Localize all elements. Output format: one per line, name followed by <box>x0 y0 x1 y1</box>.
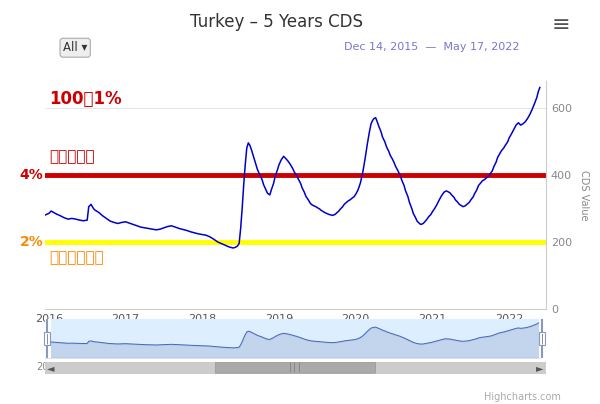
Text: 4%: 4% <box>20 168 43 182</box>
Text: 危険ライン: 危険ライン <box>49 149 94 164</box>
Text: Turkey – 5 Years CDS: Turkey – 5 Years CDS <box>190 13 362 31</box>
Text: Dec 14, 2015  —  May 17, 2022: Dec 14, 2015 — May 17, 2022 <box>344 42 520 53</box>
Text: Highcharts.com: Highcharts.com <box>484 392 561 402</box>
Text: |: | <box>46 333 49 343</box>
Text: |: | <box>541 333 544 343</box>
Text: │││: │││ <box>288 363 303 372</box>
Text: ≡: ≡ <box>551 15 571 36</box>
Text: All ▾: All ▾ <box>63 41 88 54</box>
Text: 要注意ライン: 要注意ライン <box>49 250 104 265</box>
Text: ►: ► <box>536 363 544 372</box>
Text: 100＝1%: 100＝1% <box>49 90 121 108</box>
FancyBboxPatch shape <box>215 362 376 373</box>
Text: 2%: 2% <box>20 235 43 249</box>
Y-axis label: CDS Value: CDS Value <box>578 170 589 220</box>
Text: ◄: ◄ <box>47 363 55 372</box>
